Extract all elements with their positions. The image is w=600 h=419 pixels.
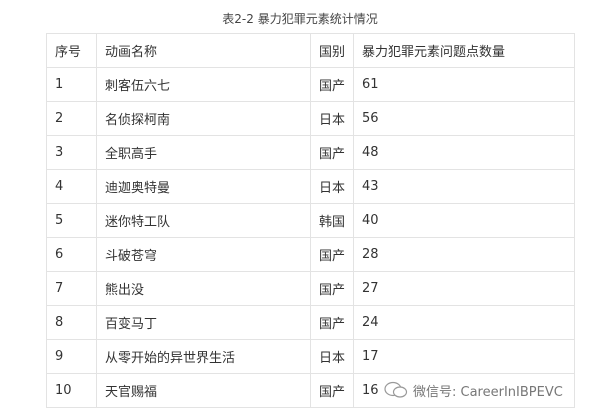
table-row: 4 迪迦奥特曼 日本 43 (46, 169, 575, 204)
column-header: 序号 (46, 33, 97, 68)
table-cell: 日本 (310, 339, 354, 374)
statistics-table: 序号 动画名称 国别 暴力犯罪元素问题点数量 1 刺客伍六七 国产 61 2 名侦探柯南 日本 56… (46, 33, 575, 408)
table-cell: 56 (353, 101, 575, 136)
table-row: 8 百变马丁 国产 24 (46, 305, 575, 340)
table-cell: 全职高手 (96, 135, 311, 170)
table-cell: 熊出没 (96, 271, 311, 306)
table-cell: 从零开始的异世界生活 (96, 339, 311, 374)
table-cell: 日本 (310, 101, 354, 136)
table-cell: 6 (46, 237, 97, 272)
table-cell: 7 (46, 271, 97, 306)
table-cell: 43 (353, 169, 575, 204)
table-row: 9 从零开始的异世界生活 日本 17 (46, 339, 575, 374)
wechat-icon (383, 380, 409, 400)
table-cell: 迪迦奥特曼 (96, 169, 311, 204)
table-cell: 国产 (310, 305, 354, 340)
table-row: 7 熊出没 国产 27 (46, 271, 575, 306)
table-cell: 9 (46, 339, 97, 374)
table-cell: 日本 (310, 169, 354, 204)
table-cell: 天官赐福 (96, 373, 311, 408)
table-cell: 27 (353, 271, 575, 306)
table-cell: 48 (353, 135, 575, 170)
table-cell: 国产 (310, 237, 354, 272)
table-cell: 1 (46, 67, 97, 102)
watermark-text: 微信号: CareerInIBPEVC (413, 384, 563, 400)
table-cell: 4 (46, 169, 97, 204)
table-row: 1 刺客伍六七 国产 61 (46, 67, 575, 102)
table-cell: 国产 (310, 373, 354, 408)
table-cell: 5 (46, 203, 97, 238)
table-title: 表2-2 暴力犯罪元素统计情况 (222, 12, 378, 26)
column-header: 动画名称 (96, 33, 311, 68)
table-cell: 国产 (310, 271, 354, 306)
table-cell: 国产 (310, 135, 354, 170)
column-header: 暴力犯罪元素问题点数量 (353, 33, 575, 68)
table-cell: 名侦探柯南 (96, 101, 311, 136)
table-cell: 斗破苍穹 (96, 237, 311, 272)
table-cell: 28 (353, 237, 575, 272)
table-row: 2 名侦探柯南 日本 56 (46, 101, 575, 136)
table-row: 6 斗破苍穹 国产 28 (46, 237, 575, 272)
table-cell: 国产 (310, 67, 354, 102)
column-header: 国别 (310, 33, 354, 68)
table-cell: 3 (46, 135, 97, 170)
table-cell: 百变马丁 (96, 305, 311, 340)
table-cell: 8 (46, 305, 97, 340)
table-cell: 韩国 (310, 203, 354, 238)
table-row: 3 全职高手 国产 48 (46, 135, 575, 170)
table-cell: 10 (46, 373, 97, 408)
table-cell: 61 (353, 67, 575, 102)
table-row: 5 迷你特工队 韩国 40 (46, 203, 575, 238)
table-cell: 40 (353, 203, 575, 238)
table-cell: 2 (46, 101, 97, 136)
table-header-row: 序号 动画名称 国别 暴力犯罪元素问题点数量 (46, 33, 575, 68)
table-cell: 迷你特工队 (96, 203, 311, 238)
table-cell: 刺客伍六七 (96, 67, 311, 102)
watermark: 微信号: CareerInIBPEVC (383, 380, 563, 400)
table-cell: 17 (353, 339, 575, 374)
table-cell: 24 (353, 305, 575, 340)
